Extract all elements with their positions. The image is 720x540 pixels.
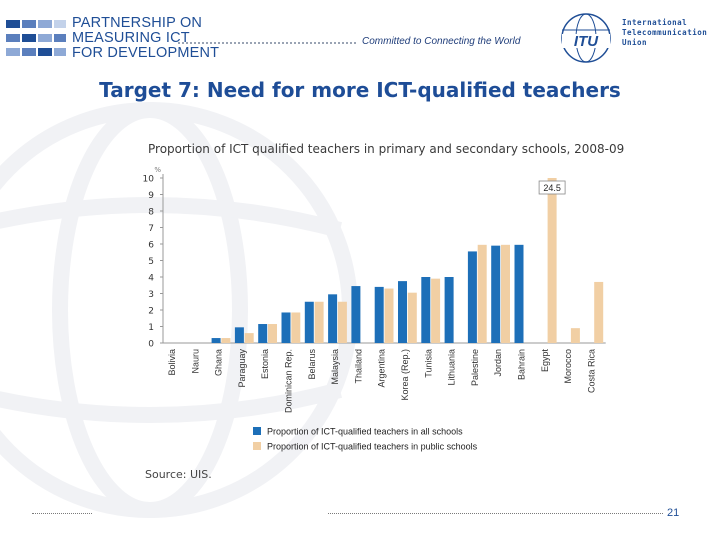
slide-title: Target 7: Need for more ICT-qualified te… [99, 78, 621, 102]
itu-name-line-3: Union [622, 38, 648, 47]
bar-public-schools [314, 301, 324, 343]
bar-all-schools [398, 281, 407, 343]
x-tick-label: Tunisia [423, 349, 433, 378]
bar-public-schools [570, 328, 580, 343]
partnership-logo-text: PARTNERSHIP ON MEASURING ICT FOR DEVELOP… [72, 16, 219, 61]
bar-all-schools [211, 338, 221, 343]
itu-logo-icon: ITU [561, 13, 611, 63]
x-tick-label: Paraguay [237, 349, 247, 388]
bar-public-schools [594, 281, 604, 343]
bar-all-schools [421, 277, 431, 343]
annotation-box [538, 180, 566, 195]
bar-all-schools [374, 286, 384, 343]
bar-public-schools [477, 244, 487, 343]
x-tick-label: Thailand [353, 349, 363, 384]
bar-public-schools [337, 301, 347, 343]
bar-all-schools [304, 301, 314, 343]
bar-public-schools [431, 278, 441, 343]
legend-swatch [253, 427, 261, 435]
x-tick-label: Korea (Rep.) [400, 349, 410, 401]
bar-public-schools [384, 288, 394, 343]
logo-line-2: MEASURING ICT [72, 30, 190, 46]
logo-line-1: PARTNERSHIP ON [72, 15, 203, 31]
x-tick-label: Bolivia [167, 349, 177, 376]
x-tick-label: Ghana [214, 349, 224, 376]
x-tick-label: Estonia [260, 349, 270, 379]
background-globe-watermark [0, 102, 358, 518]
itu-name: International Telecommunication Union [622, 18, 707, 48]
legend-label: Proportion of ICT-qualified teachers in … [267, 442, 478, 452]
bar-all-schools [281, 312, 291, 343]
bar-public-schools [268, 324, 277, 343]
x-tick-label: Morocco [563, 349, 573, 384]
tagline: Committed to Connecting the World [362, 36, 521, 47]
y-tick-label: 3 [148, 290, 154, 300]
itu-name-line-1: International [622, 18, 688, 27]
x-tick-label: Lithuania [447, 349, 457, 386]
y-tick-label: 5 [148, 257, 154, 267]
x-tick-label: Malaysia [330, 349, 340, 385]
x-tick-label: Belarus [307, 349, 317, 380]
itu-logo-text: ITU [574, 33, 599, 50]
x-tick-label: Jordan [493, 349, 503, 377]
y-tick-label: 10 [143, 175, 155, 185]
y-tick-label: 4 [148, 274, 154, 284]
itu-name-line-2: Telecommunication [622, 28, 708, 37]
y-unit-label: % [154, 166, 161, 174]
x-tick-label: Costa Rica [586, 349, 596, 393]
bar-all-schools [258, 324, 268, 343]
partnership-logo-icon [6, 20, 66, 56]
bar-all-schools [514, 244, 524, 343]
footer-divider-left [32, 513, 92, 514]
bar-public-schools [407, 292, 417, 343]
y-tick-label: 6 [148, 241, 154, 251]
x-tick-label: Argentina [377, 349, 387, 388]
y-tick-label: 0 [148, 340, 154, 350]
x-tick-label: Nauru [190, 349, 200, 374]
logo-line-3: FOR DEVELOPMENT [72, 45, 220, 61]
x-tick-label: Palestine [470, 349, 480, 386]
bar-public-schools [291, 312, 301, 343]
y-tick-label: 7 [148, 224, 154, 234]
legend-label: Proportion of ICT-qualified teachers in … [267, 427, 463, 437]
bar-all-schools [467, 251, 477, 343]
bar-all-schools [491, 245, 501, 343]
bar-public-schools [547, 178, 557, 343]
footer-divider-right [328, 513, 663, 514]
bar-public-schools [221, 338, 231, 343]
bar-all-schools [351, 286, 361, 343]
x-tick-label: Dominican Rep. [284, 349, 294, 413]
x-tick-label: Egypt [540, 349, 550, 373]
y-tick-label: 8 [148, 208, 154, 218]
bar-all-schools [234, 327, 244, 343]
bar-all-schools [328, 294, 338, 343]
bar-public-schools [244, 333, 254, 343]
y-tick-label: 9 [148, 191, 154, 201]
page-number: 21 [667, 507, 680, 519]
y-tick-label: 1 [148, 323, 154, 333]
y-tick-label: 2 [148, 307, 154, 317]
x-tick-label: Bahrain [517, 349, 527, 380]
header-divider [178, 42, 356, 44]
annotation-label: 24.5 [543, 183, 561, 193]
bar-all-schools [444, 277, 454, 343]
chart-title: Proportion of ICT qualified teachers in … [148, 142, 625, 156]
source-note: Source: UIS. [145, 468, 212, 481]
legend-swatch [253, 442, 261, 450]
bar-public-schools [501, 244, 510, 343]
